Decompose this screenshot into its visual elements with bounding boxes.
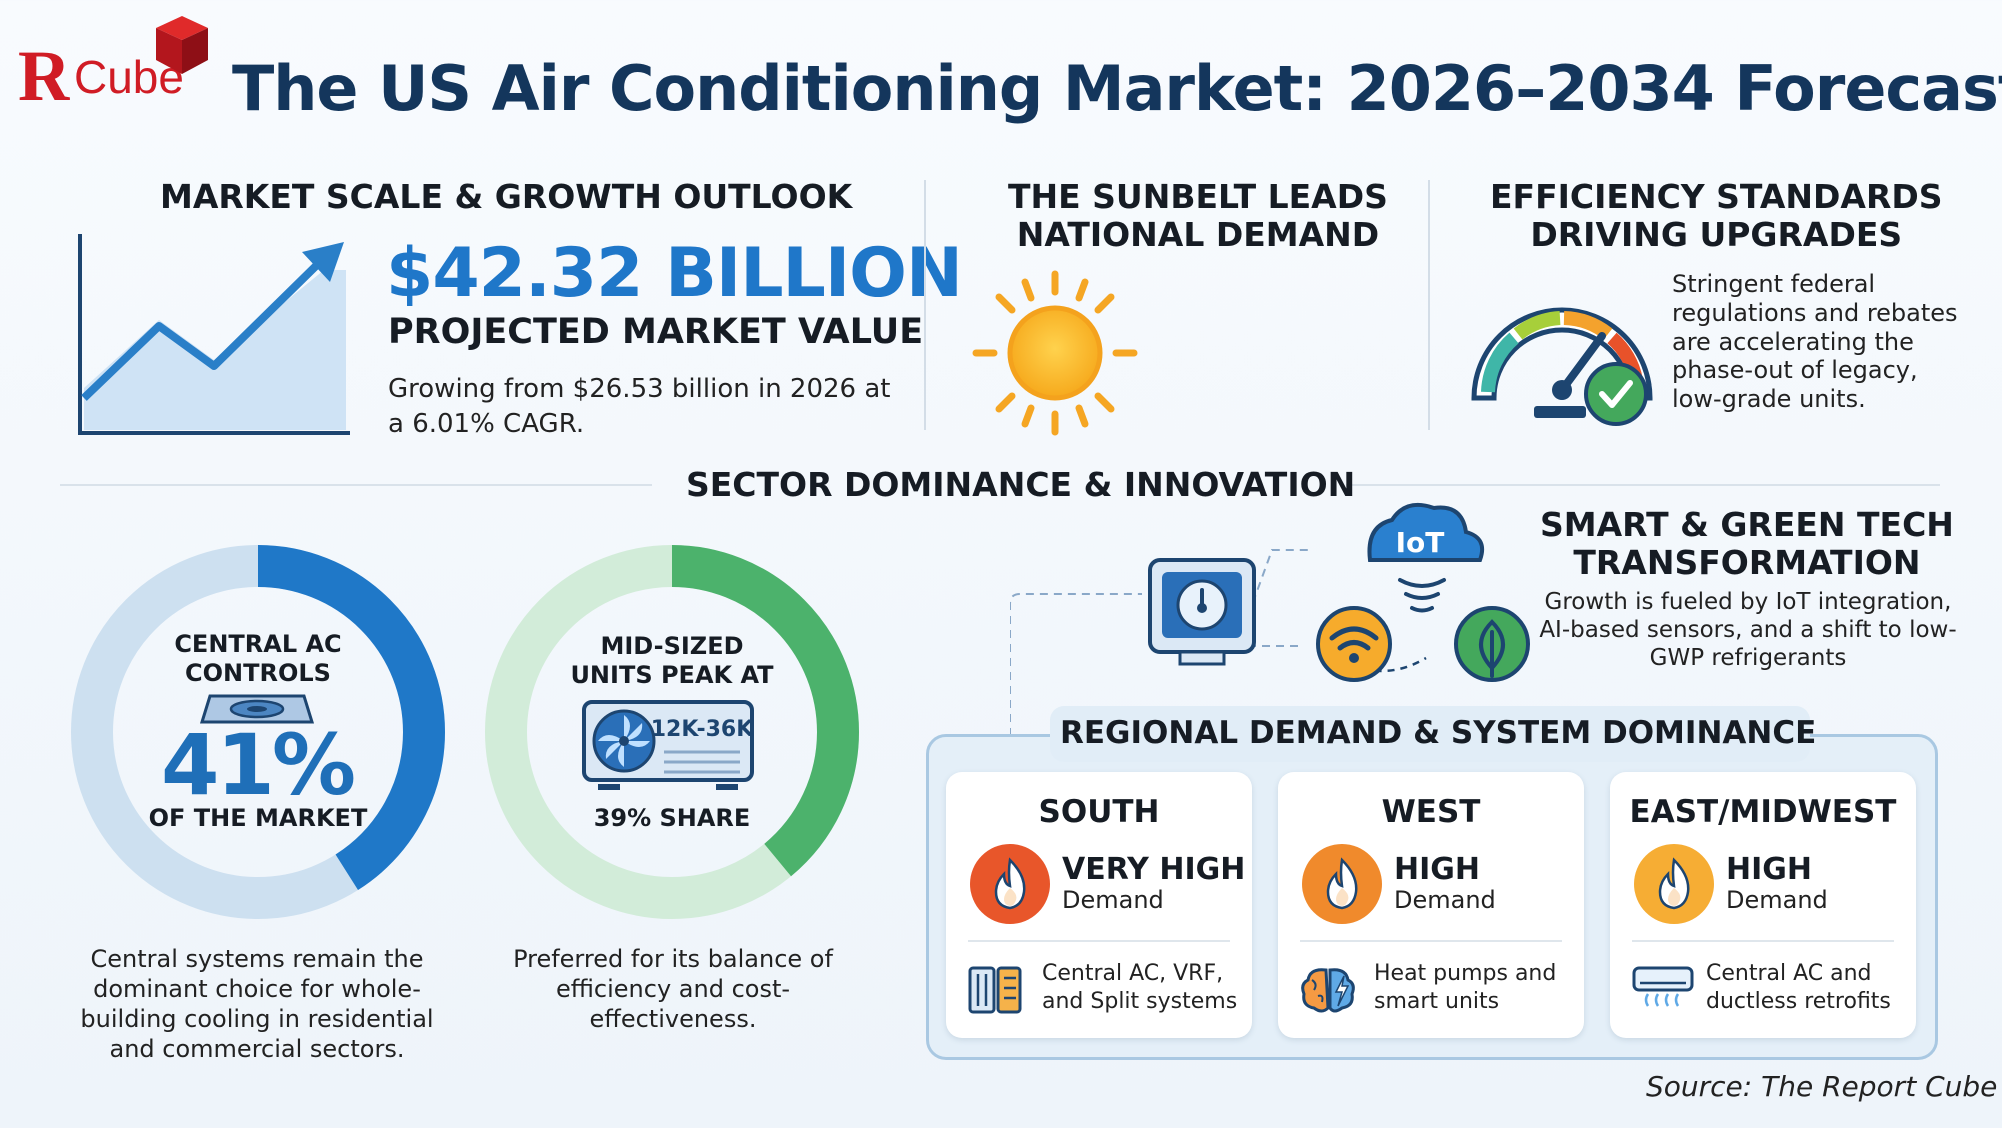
- divider: [1300, 940, 1562, 942]
- donut-share-arc: [485, 545, 859, 919]
- market-growth-desc: Growing from $26.53 billion in 2026 at a…: [388, 374, 891, 440]
- mid-sized-share: 39% SHARE: [593, 804, 751, 832]
- region-systems: Central AC and ductless retrofits: [1706, 961, 1891, 1014]
- cube-logo-icon: [156, 16, 208, 74]
- unit-size-label: 12K-36K: [651, 717, 754, 742]
- ceiling-vent-icon: [200, 694, 314, 724]
- donut-share-arc: [71, 545, 445, 919]
- region-card-east-midwest: EAST/MIDWEST HIGH Demand Central AC and …: [1610, 772, 1916, 1038]
- ac-unit-icon: 12K-36K: [582, 700, 754, 790]
- market-value: $42.32 BILLION: [386, 234, 963, 313]
- page-title: The US Air Conditioning Market: 2026–203…: [232, 52, 2002, 125]
- sunbelt-title: THE SUNBELT LEADS NATIONAL DEMAND: [1008, 177, 1388, 254]
- regional-title-tab: [1050, 706, 1810, 762]
- region-name: WEST: [1381, 794, 1481, 830]
- divider: [968, 940, 1230, 942]
- divider: [1428, 180, 1430, 430]
- flame-icon: [1302, 844, 1382, 924]
- central-ac-percent: 41%: [160, 716, 356, 814]
- mid-sized-label: MID-SIZED UNITS PEAK AT: [570, 632, 774, 689]
- mid-sized-desc: Preferred for its balance of efficiency …: [513, 945, 833, 1033]
- logo-mark: Я: [18, 36, 70, 116]
- divider: [1632, 940, 1894, 942]
- central-ac-donut: [71, 545, 445, 919]
- market-value-label: PROJECTED MARKET VALUE: [388, 312, 924, 352]
- source-note: Source: The Report Cube: [1646, 1070, 1998, 1103]
- efficiency-desc: Stringent federal regulations and rebate…: [1672, 270, 1958, 414]
- region-card-west: WEST HIGH Demand Heat pumps and smart un…: [1278, 772, 1584, 1038]
- hvac-unit-icon: [968, 966, 1022, 1014]
- smart-tech-network-icon: IoT: [1010, 503, 1530, 736]
- gauge-check-icon: [1471, 307, 1653, 426]
- efficiency-title: EFFICIENCY STANDARDS DRIVING UPGRADES: [1490, 177, 1943, 254]
- divider: [60, 484, 652, 486]
- demand-level: HIGH: [1394, 852, 1481, 887]
- ductless-ac-icon: [1632, 966, 1694, 1007]
- central-ac-label-bottom: OF THE MARKET: [148, 804, 368, 832]
- smart-green-desc: Growth is fueled by IoT integration, AI-…: [1539, 589, 1957, 672]
- sun-icon: [972, 270, 1138, 436]
- demand-label: Demand: [1394, 886, 1496, 914]
- demand-label: Demand: [1726, 886, 1828, 914]
- region-name: SOUTH: [1038, 794, 1160, 830]
- trend-up-chart-icon: [78, 234, 350, 435]
- region-card-south: SOUTH VERY HIGH Demand Central AC, VRF, …: [946, 772, 1252, 1038]
- demand-label: Demand: [1062, 886, 1164, 914]
- flame-icon: [1634, 844, 1714, 924]
- demand-level: VERY HIGH: [1062, 852, 1246, 887]
- central-ac-desc: Central systems remain the dominant choi…: [80, 945, 434, 1063]
- mid-sized-donut: [485, 545, 859, 919]
- central-ac-label: CENTRAL AC CONTROLS: [174, 630, 342, 687]
- demand-level: HIGH: [1726, 852, 1813, 887]
- market-scale-title: MARKET SCALE & GROWTH OUTLOOK: [160, 177, 853, 216]
- cloud-icon: [1367, 503, 1485, 562]
- iot-label: IoT: [1396, 526, 1445, 559]
- flame-icon: [970, 844, 1050, 924]
- heat-pump-brain-icon: [1301, 968, 1355, 1013]
- smart-green-title: SMART & GREEN TECH TRANSFORMATION: [1540, 505, 1954, 582]
- divider: [924, 180, 926, 430]
- sector-title: SECTOR DOMINANCE & INNOVATION: [686, 465, 1356, 504]
- region-systems: Central AC, VRF, and Split systems: [1042, 961, 1238, 1014]
- regional-title: REGIONAL DEMAND & SYSTEM DOMINANCE: [1060, 715, 1817, 751]
- region-systems: Heat pumps and smart units: [1374, 961, 1557, 1014]
- divider: [1346, 484, 1940, 486]
- region-name: EAST/MIDWEST: [1629, 794, 1897, 830]
